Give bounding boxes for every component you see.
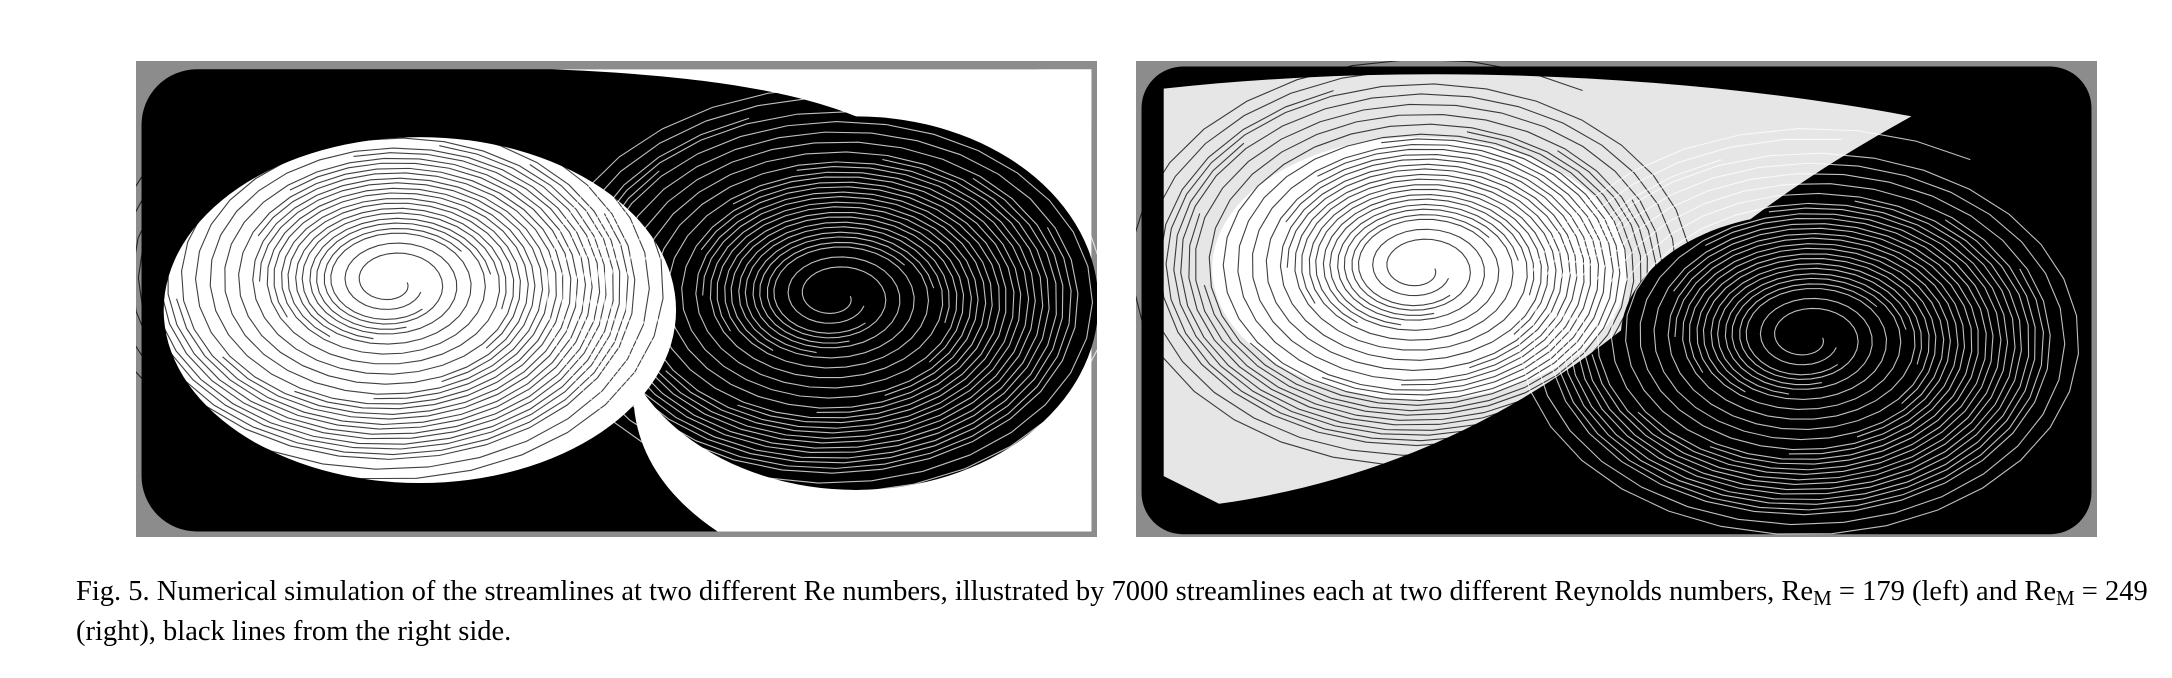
- streamline: [1337, 203, 1519, 321]
- caption-subscript: M: [2055, 586, 2075, 610]
- streamline: [1739, 283, 1878, 380]
- streamline: [176, 147, 593, 430]
- streamline: [1249, 144, 1606, 406]
- caption-subscript: M: [1813, 586, 1832, 610]
- streamline: [1696, 253, 1937, 410]
- streamline: [1203, 133, 1621, 416]
- streamline: [1294, 173, 1564, 369]
- streamline: [1265, 153, 1591, 396]
- streamline: [1279, 163, 1578, 386]
- streamline: [1158, 90, 1664, 447]
- streamline: [136, 103, 636, 460]
- streamline: [1145, 69, 1678, 456]
- streamline: [709, 201, 979, 396]
- caption-text: Numerical simulation of the streamlines …: [156, 576, 1814, 607]
- streamline: [1173, 113, 1648, 436]
- streamline: [546, 86, 1097, 493]
- streamline: [1724, 273, 1907, 390]
- swirl-group: [1136, 61, 2080, 535]
- figure-label: Fig. 5.: [76, 576, 150, 607]
- streamline: [738, 221, 950, 359]
- figure-caption: Fig. 5. Numerical simulation of the stre…: [76, 572, 2166, 652]
- streamline: [238, 167, 564, 410]
- caption-text: = 179 (left) and Re: [1831, 576, 2056, 607]
- streamline: [160, 137, 607, 440]
- streamline: [309, 217, 492, 335]
- streamline: [681, 181, 1007, 424]
- streamline: [1351, 214, 1490, 311]
- streamline: [1682, 243, 1951, 438]
- caption-text: = 249 (right), black lines from the righ…: [76, 576, 2148, 647]
- streamline: [136, 72, 664, 480]
- streamline: [1576, 192, 2022, 495]
- streamline: [695, 191, 993, 414]
- streamline: [1637, 213, 1994, 476]
- streamline: [767, 241, 906, 339]
- streamline: [266, 187, 536, 383]
- streamline: [281, 198, 521, 355]
- streamline: [619, 161, 1036, 444]
- streamline: [136, 83, 650, 470]
- streamline: [1560, 183, 2036, 505]
- streamline: [252, 177, 550, 400]
- streamline: [295, 207, 507, 345]
- streamline: [1546, 159, 2051, 516]
- swirl-group: [136, 72, 1097, 493]
- streamline: [752, 231, 935, 349]
- streamline: [724, 211, 965, 369]
- streamline: [1136, 61, 1692, 466]
- streamline-image-right: [1136, 61, 2097, 537]
- streamline: [1653, 223, 1979, 465]
- streamline-image-left: [136, 61, 1097, 537]
- streamline: [603, 151, 1050, 454]
- streamline: [1532, 138, 2066, 526]
- streamline: [1308, 184, 1549, 341]
- streamline: [222, 157, 579, 420]
- streamline: [588, 141, 1064, 464]
- streamline: [145, 127, 621, 450]
- streamline: [665, 171, 1022, 434]
- streamline: [1667, 232, 1966, 455]
- streamline: [560, 97, 1093, 484]
- streamline: [1591, 202, 2009, 485]
- streamline: [574, 117, 1079, 474]
- streamline: [323, 228, 462, 325]
- streamline: [1710, 263, 1922, 401]
- streamline: [1322, 193, 1535, 331]
- streamline: [1518, 127, 2080, 535]
